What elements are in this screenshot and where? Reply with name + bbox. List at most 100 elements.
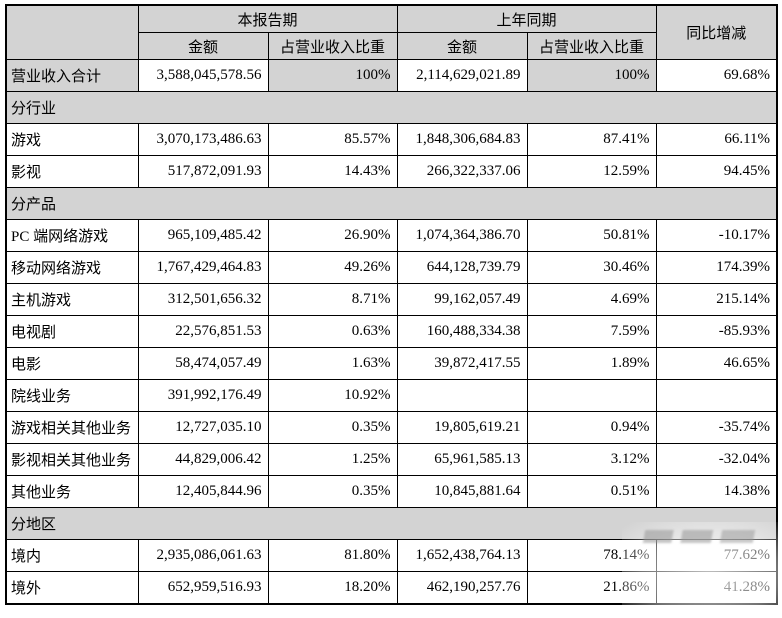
table-row: 影视 517,872,091.93 14.43% 266,322,337.06 12.5… <box>5 155 778 188</box>
col-header-amount-prior: 金额 <box>396 32 528 60</box>
corner-cell <box>5 4 139 60</box>
cell-amount-current: 22,576,851.53 <box>137 315 269 348</box>
table-row: 境内 2,935,086,061.63 81.80% 1,652,438,764.13… <box>5 539 778 572</box>
cell-ratio-current: 8.71% <box>267 283 398 316</box>
cell-yoy-change: 94.45% <box>655 155 778 188</box>
col-header-ratio-current: 占营业收入比重 <box>267 32 398 60</box>
row-label: 境外 <box>5 571 139 605</box>
cell-amount-prior: 644,128,739.79 <box>396 251 528 284</box>
cell-ratio-prior: 4.69% <box>526 283 657 316</box>
cell-ratio-prior: 7.59% <box>526 315 657 348</box>
cell-yoy-change: 215.14% <box>655 283 778 316</box>
cell-ratio-current: 85.57% <box>267 123 398 156</box>
table-row: 移动网络游戏 1,767,429,464.83 49.26% 644,128,739.… <box>5 251 778 284</box>
table-row: 主机游戏 312,501,656.32 8.71% 99,162,057.49 4.69… <box>5 283 778 316</box>
col-group-prior-period: 上年同期 <box>396 4 657 33</box>
cell-yoy-change: 69.68% <box>655 59 778 92</box>
cell-amount-current: 3,588,045,578.56 <box>137 59 269 92</box>
cell-yoy-change <box>655 379 778 412</box>
cell-yoy-change: -35.74% <box>655 411 778 444</box>
cell-yoy-change: 14.38% <box>655 475 778 508</box>
cell-amount-current: 12,405,844.96 <box>137 475 269 508</box>
col-header-ratio-prior: 占营业收入比重 <box>526 32 657 60</box>
row-label: PC 端网络游戏 <box>5 219 139 252</box>
cell-amount-prior: 462,190,257.76 <box>396 571 528 605</box>
cell-amount-current: 3,070,173,486.63 <box>137 123 269 156</box>
cell-ratio-current: 14.43% <box>267 155 398 188</box>
cell-amount-current: 58,474,057.49 <box>137 347 269 380</box>
row-label: 其他业务 <box>5 475 139 508</box>
row-label: 游戏 <box>5 123 139 156</box>
cell-yoy-change: 174.39% <box>655 251 778 284</box>
cell-ratio-current: 100% <box>267 59 398 92</box>
header-row-subcolumns: 金额 占营业收入比重 金额 占营业收入比重 <box>6 32 777 60</box>
row-label: 影视 <box>5 155 139 188</box>
cell-ratio-prior <box>526 379 657 412</box>
cell-ratio-prior: 87.41% <box>526 123 657 156</box>
cell-yoy-change: 66.11% <box>655 123 778 156</box>
cell-ratio-prior: 1.89% <box>526 347 657 380</box>
cell-yoy-change: -32.04% <box>655 443 778 476</box>
cell-ratio-current: 26.90% <box>267 219 398 252</box>
section-header-label: 分行业 <box>5 91 778 124</box>
cell-yoy-change: -85.93% <box>655 315 778 348</box>
section-row: 分行业 <box>5 91 778 124</box>
row-label: 移动网络游戏 <box>5 251 139 284</box>
table-row: 院线业务 391,992,176.49 10.92% <box>5 379 778 412</box>
col-group-current-period: 本报告期 <box>137 4 398 33</box>
col-header-amount-current: 金额 <box>137 32 269 60</box>
table-row: 电视剧 22,576,851.53 0.63% 160,488,334.38 7.59%… <box>5 315 778 348</box>
section-row: 分地区 <box>5 507 778 540</box>
cell-ratio-prior: 0.94% <box>526 411 657 444</box>
cell-amount-current: 652,959,516.93 <box>137 571 269 605</box>
cell-ratio-current: 0.35% <box>267 475 398 508</box>
revenue-table: 本报告期 上年同期 同比增减 金额 占营业收入比重 金额 占营业收入比重 营业收… <box>5 4 779 605</box>
table-row: 境外 652,959,516.93 18.20% 462,190,257.76 21.8… <box>5 571 778 605</box>
cell-amount-prior: 160,488,334.38 <box>396 315 528 348</box>
cell-amount-current: 1,767,429,464.83 <box>137 251 269 284</box>
row-label: 影视相关其他业务 <box>5 443 139 476</box>
cell-amount-prior <box>396 379 528 412</box>
cell-ratio-prior: 78.14% <box>526 539 657 572</box>
cell-amount-prior: 266,322,337.06 <box>396 155 528 188</box>
cell-amount-prior: 10,845,881.64 <box>396 475 528 508</box>
section-header-label: 分产品 <box>5 187 778 220</box>
cell-ratio-current: 0.35% <box>267 411 398 444</box>
row-label: 主机游戏 <box>5 283 139 316</box>
row-label: 电视剧 <box>5 315 139 348</box>
cell-ratio-current: 1.63% <box>267 347 398 380</box>
table-row: 游戏 3,070,173,486.63 85.57% 1,848,306,684.83… <box>5 123 778 156</box>
cell-ratio-prior: 3.12% <box>526 443 657 476</box>
cell-yoy-change: 46.65% <box>655 347 778 380</box>
cell-ratio-current: 10.92% <box>267 379 398 412</box>
row-label: 境内 <box>5 539 139 572</box>
cell-ratio-prior: 12.59% <box>526 155 657 188</box>
col-header-yoy-change: 同比增减 <box>655 4 778 60</box>
cell-ratio-prior: 30.46% <box>526 251 657 284</box>
cell-ratio-prior: 21.86% <box>526 571 657 605</box>
cell-amount-prior: 99,162,057.49 <box>396 283 528 316</box>
cell-amount-prior: 2,114,629,021.89 <box>396 59 528 92</box>
cell-amount-current: 2,935,086,061.63 <box>137 539 269 572</box>
cell-amount-prior: 39,872,417.55 <box>396 347 528 380</box>
cell-ratio-current: 1.25% <box>267 443 398 476</box>
section-header-label: 分地区 <box>5 507 778 540</box>
row-label: 电影 <box>5 347 139 380</box>
cell-ratio-current: 0.63% <box>267 315 398 348</box>
cell-amount-prior: 1,848,306,684.83 <box>396 123 528 156</box>
cell-yoy-change: 41.28% <box>655 571 778 605</box>
table-row: 其他业务 12,405,844.96 0.35% 10,845,881.64 0.51%… <box>5 475 778 508</box>
cell-ratio-prior: 50.81% <box>526 219 657 252</box>
cell-yoy-change: 77.62% <box>655 539 778 572</box>
row-label: 营业收入合计 <box>5 59 139 92</box>
cell-amount-current: 312,501,656.32 <box>137 283 269 316</box>
cell-amount-current: 517,872,091.93 <box>137 155 269 188</box>
cell-ratio-current: 18.20% <box>267 571 398 605</box>
cell-amount-current: 965,109,485.42 <box>137 219 269 252</box>
cell-amount-prior: 19,805,619.21 <box>396 411 528 444</box>
cell-ratio-prior: 0.51% <box>526 475 657 508</box>
table-row: 营业收入合计 3,588,045,578.56 100% 2,114,629,021.… <box>5 59 778 92</box>
table-row: 影视相关其他业务 44,829,006.42 1.25% 65,961,585.13 3… <box>5 443 778 476</box>
cell-amount-current: 12,727,035.10 <box>137 411 269 444</box>
